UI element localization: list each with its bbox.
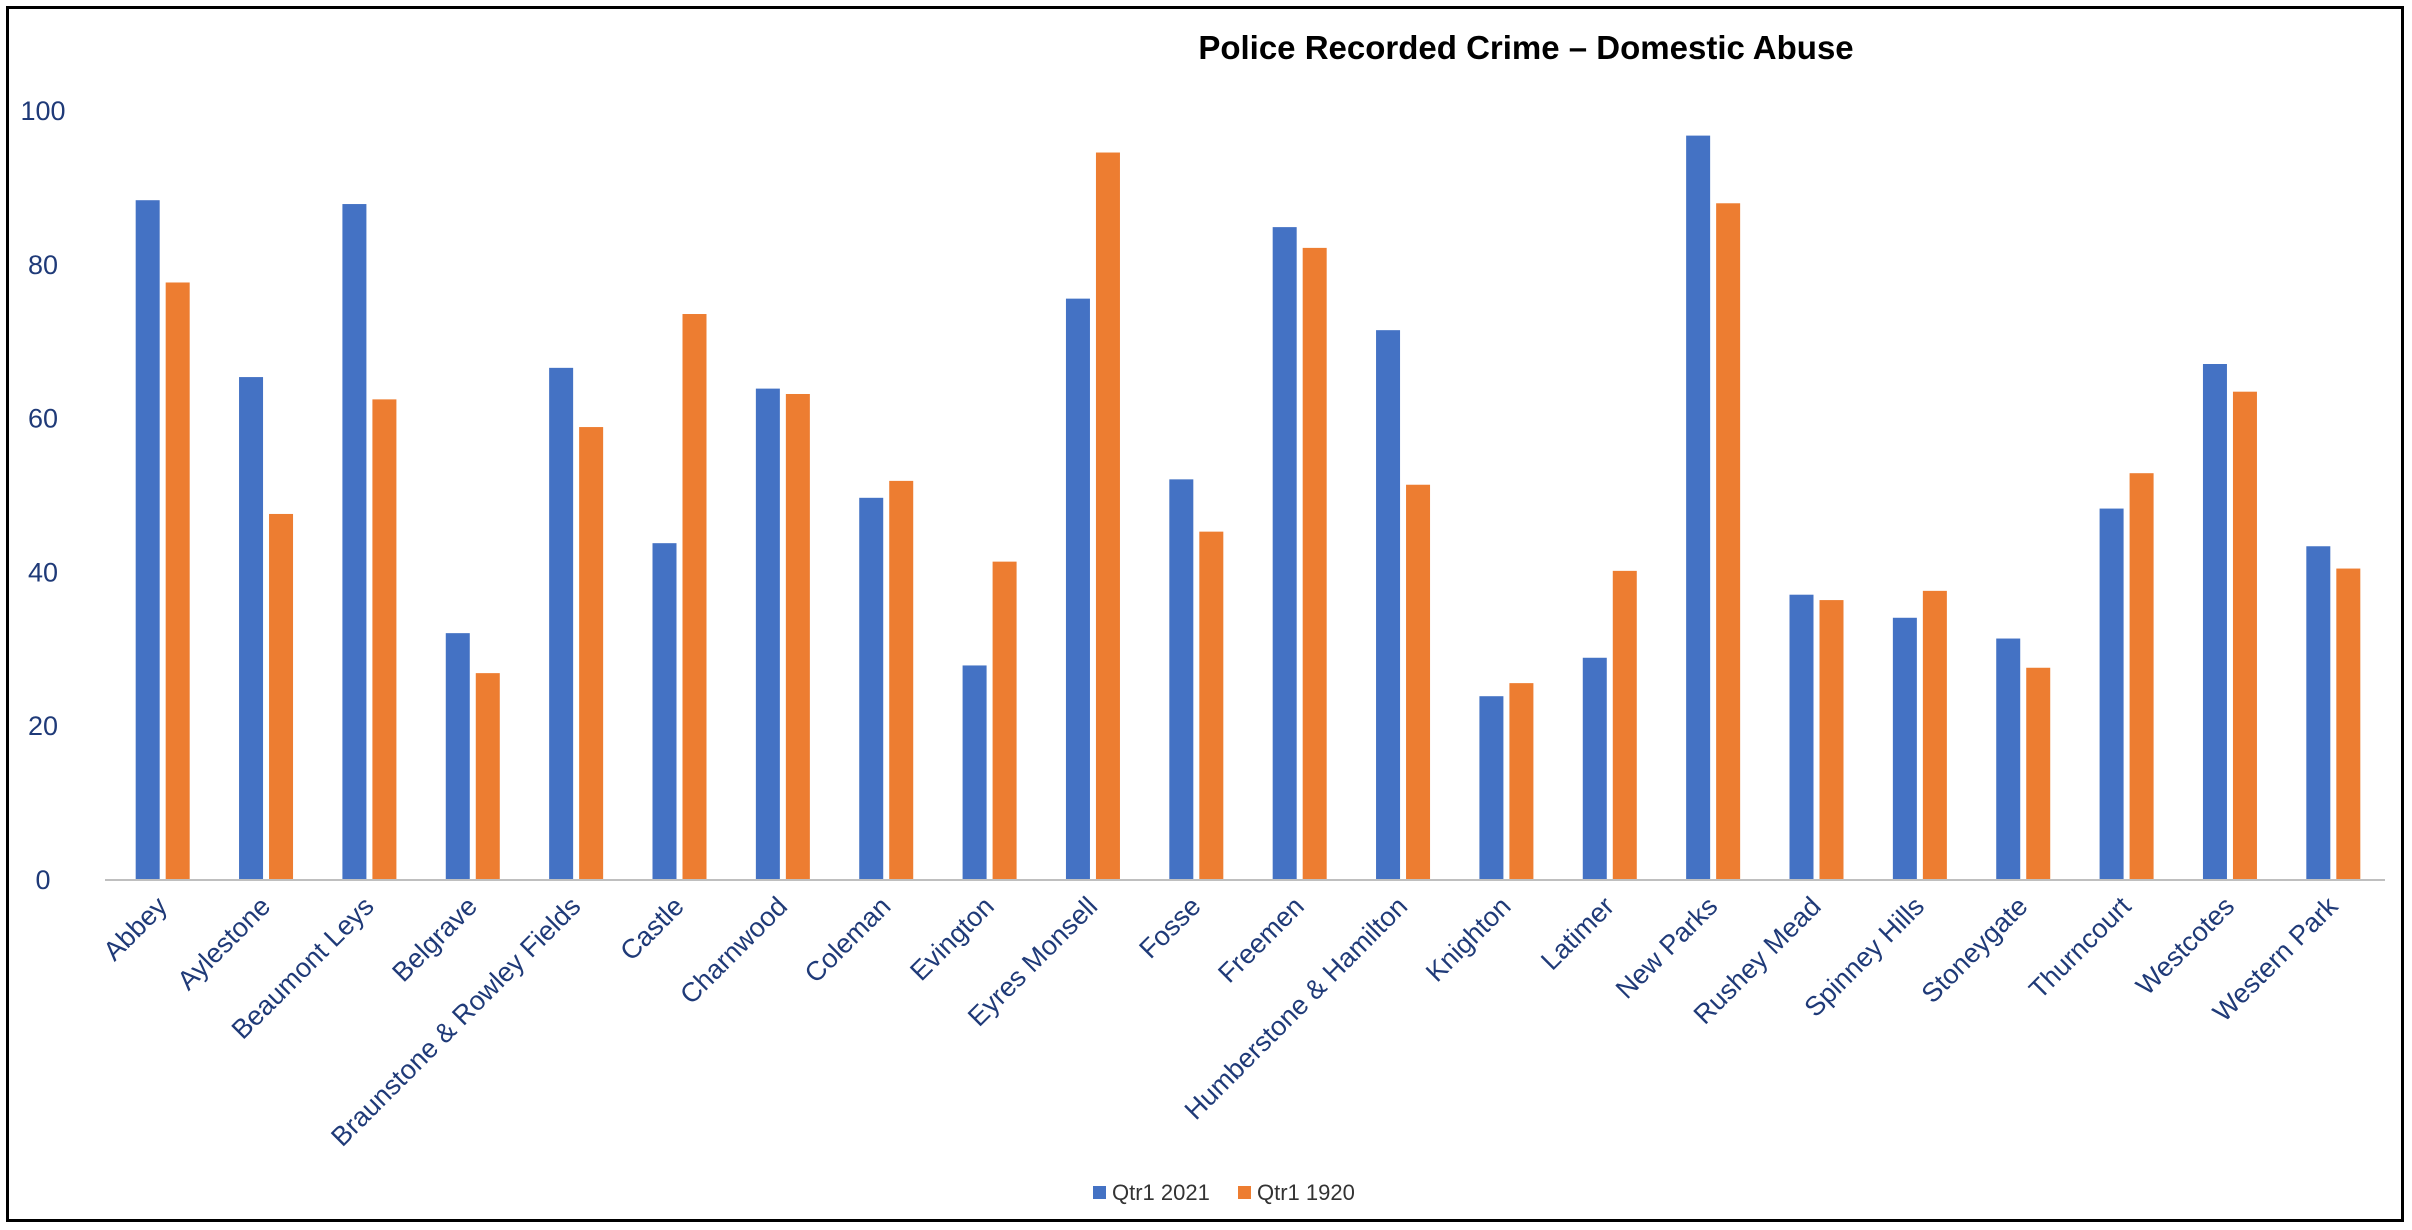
bar [962, 665, 987, 880]
bar [2129, 473, 2154, 880]
bar [1095, 152, 1120, 880]
bar [1169, 479, 1194, 880]
x-tick-label: Evington [904, 891, 1000, 987]
bar [859, 497, 884, 880]
bar [1612, 570, 1637, 880]
x-tick-label: Aylestone [172, 891, 277, 996]
bar [1996, 638, 2021, 880]
y-tick-label: 80 [28, 250, 58, 280]
legend-swatch [1238, 1186, 1251, 1199]
x-tick-label: Knighton [1420, 891, 1517, 988]
bar [239, 377, 264, 880]
bar [445, 633, 470, 880]
bar [2232, 391, 2257, 880]
bar [1789, 594, 1814, 880]
bar [1686, 135, 1711, 880]
bar [1302, 247, 1327, 880]
chart-title: Police Recorded Crime – Domestic Abuse [1198, 29, 1853, 66]
y-tick-label: 60 [28, 404, 58, 434]
bar [1376, 330, 1401, 880]
bar [2099, 508, 2124, 880]
bar [682, 314, 707, 880]
bar [475, 673, 500, 880]
bar [1199, 531, 1224, 880]
bar [992, 561, 1017, 880]
bar [1065, 298, 1090, 880]
bar [1819, 600, 1844, 880]
bar [1716, 203, 1741, 880]
x-tick-label: Humberstone & Hamilton [1179, 891, 1414, 1126]
bar [1406, 484, 1431, 880]
bar [755, 388, 780, 880]
bar [372, 399, 397, 880]
bar [342, 204, 367, 880]
x-tick-label: Fosse [1133, 891, 1206, 964]
bar [652, 543, 677, 880]
x-tick-label: Westcotes [2130, 891, 2240, 1001]
y-tick-label: 40 [28, 557, 58, 587]
x-tick-label: New Parks [1610, 891, 1724, 1005]
legend-swatch [1093, 1186, 1106, 1199]
y-axis-ticks: 0 20 40 60 80 100 [20, 96, 65, 895]
y-tick-label: 20 [28, 711, 58, 741]
bar [1509, 683, 1534, 880]
bar [2306, 546, 2331, 880]
legend-label: Qtr1 1920 [1257, 1180, 1355, 1205]
bar [1272, 227, 1297, 880]
bar [2202, 364, 2227, 881]
x-tick-label: Thurncourt [2023, 891, 2137, 1005]
bar [135, 200, 160, 881]
bars-group [135, 135, 2361, 881]
y-tick-label: 0 [35, 865, 50, 895]
bar [2026, 667, 2051, 880]
bar [785, 393, 810, 880]
x-tick-label: Freemen [1212, 891, 1310, 989]
x-tick-label: Charnwood [674, 891, 793, 1010]
bar [549, 367, 574, 880]
x-tick-label: Stoneygate [1916, 891, 2034, 1009]
chart-svg: Police Recorded Crime – Domestic Abuse 0… [20, 29, 2385, 1205]
chart-frame: Police Recorded Crime – Domestic Abuse 0… [6, 6, 2404, 1222]
x-tick-label: Coleman [799, 891, 897, 989]
bar [889, 480, 914, 880]
x-tick-label: Abbey [98, 891, 174, 967]
bar [2336, 568, 2361, 880]
legend: Qtr1 2021 Qtr1 1920 [1093, 1180, 1355, 1205]
x-tick-label: Belgrave [386, 891, 483, 988]
bar [579, 427, 604, 880]
x-tick-label: Castle [614, 891, 689, 966]
legend-label: Qtr1 2021 [1112, 1180, 1210, 1205]
bar [1922, 590, 1947, 880]
bar [1892, 617, 1917, 880]
x-tick-label: Latimer [1535, 891, 1620, 976]
bar [165, 282, 190, 880]
bar [269, 513, 294, 880]
bar [1582, 657, 1607, 880]
bar [1479, 696, 1504, 880]
y-tick-label: 100 [20, 96, 65, 126]
